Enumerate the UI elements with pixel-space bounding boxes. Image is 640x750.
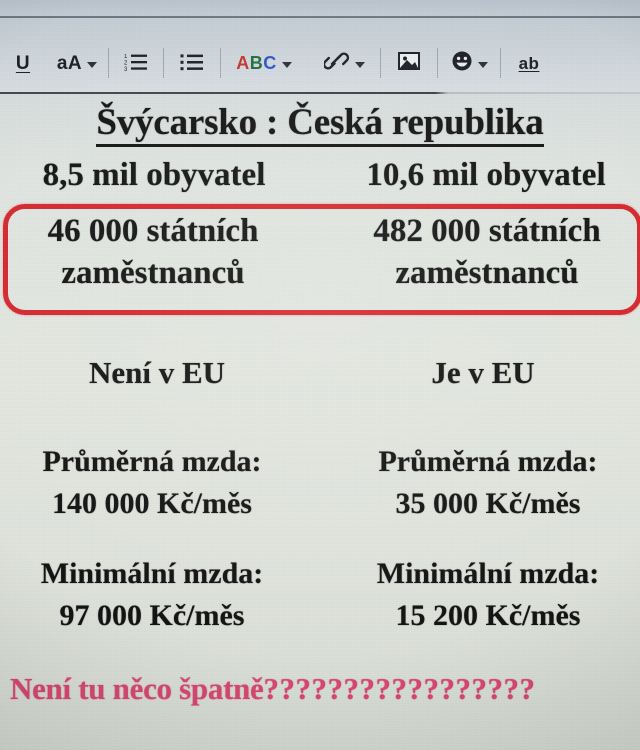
row-minimum-wage: Minimální mzda: 97 000 Kč/měs Minimální … bbox=[0, 553, 640, 637]
editor-toolbar: U aA 1 2 3 bbox=[0, 40, 640, 86]
row-average-wage: Průměrná mzda: 140 000 Kč/měs Průměrná m… bbox=[0, 441, 640, 525]
punchline-question-marks: ????????????????? bbox=[263, 671, 536, 706]
state-employees-right: 482 000 státních zaměstnanců bbox=[312, 210, 640, 294]
toolbar-separator bbox=[163, 48, 164, 78]
screen-top-band bbox=[0, 0, 640, 93]
state-employees-left-line2: zaměstnanců bbox=[61, 255, 245, 292]
average-wage-right-label: Průměrná mzda: bbox=[378, 445, 598, 478]
strikethrough-icon: ab bbox=[518, 53, 540, 73]
link-icon bbox=[322, 50, 350, 77]
row-population: 8,5 mil obyvatel 10,6 mil obyvatel bbox=[0, 157, 640, 194]
state-employees-right-line1: 482 000 státních bbox=[373, 213, 601, 249]
average-wage-left-value: 140 000 Kč/měs bbox=[52, 487, 252, 520]
page-title: Švýcarsko : Česká republika bbox=[0, 101, 640, 147]
insert-image-button[interactable] bbox=[381, 45, 437, 81]
toolbar-separator bbox=[220, 48, 221, 78]
state-employees-left: 46 000 státních zaměstnanců bbox=[0, 210, 312, 294]
state-employees-left-line1: 46 000 státních bbox=[47, 213, 259, 249]
punchline-question: Není tu něco špatně bbox=[10, 671, 264, 706]
minimum-wage-right: Minimální mzda: 15 200 Kč/měs bbox=[310, 553, 640, 637]
strikethrough-button[interactable]: ab bbox=[501, 45, 557, 81]
chevron-down-icon bbox=[281, 61, 292, 68]
population-left: 8,5 mil obyvatel bbox=[42, 157, 266, 193]
toolbar-separator bbox=[500, 48, 501, 78]
page-title-text: Švýcarsko : Česká republika bbox=[96, 102, 544, 147]
eu-membership-right: Je v EU bbox=[431, 355, 535, 390]
chevron-down-icon bbox=[87, 61, 98, 68]
row-state-employees: 46 000 státních zaměstnanců 482 000 stát… bbox=[0, 210, 640, 294]
emoji-button[interactable] bbox=[438, 45, 500, 81]
document-body: Švýcarsko : Česká republika 8,5 mil obyv… bbox=[0, 93, 640, 750]
emoji-icon bbox=[451, 50, 473, 77]
bulleted-list-icon bbox=[180, 51, 204, 76]
document-background bbox=[0, 93, 640, 750]
average-wage-right: Průměrná mzda: 35 000 Kč/měs bbox=[310, 441, 640, 525]
minimum-wage-left: Minimální mzda: 97 000 Kč/měs bbox=[0, 553, 310, 637]
svg-text:3: 3 bbox=[124, 67, 128, 71]
minimum-wage-right-value: 15 200 Kč/měs bbox=[395, 599, 581, 632]
screen-scanline bbox=[0, 16, 640, 18]
minimum-wage-left-value: 97 000 Kč/měs bbox=[59, 599, 245, 632]
row-eu-membership: Není v EU Je v EU bbox=[0, 355, 640, 391]
underline-button[interactable]: U bbox=[0, 45, 46, 81]
image-icon bbox=[397, 50, 421, 77]
toolbar-separator bbox=[108, 48, 109, 78]
state-employees-right-line2: zaměstnanců bbox=[395, 255, 579, 292]
punchline-text: Není tu něco špatně????????????????? bbox=[10, 671, 640, 707]
minimum-wage-right-label: Minimální mzda: bbox=[376, 557, 600, 590]
ordered-list-icon: 1 2 3 bbox=[124, 51, 148, 76]
chevron-down-icon bbox=[477, 61, 488, 68]
font-size-button[interactable]: aA bbox=[46, 45, 108, 81]
font-size-icon: aA bbox=[56, 52, 83, 74]
average-wage-right-value: 35 000 Kč/měs bbox=[395, 487, 581, 520]
svg-text:1: 1 bbox=[124, 54, 128, 60]
underline-icon: U bbox=[15, 52, 31, 74]
svg-text:2: 2 bbox=[124, 60, 128, 66]
population-right: 10,6 mil obyvatel bbox=[366, 157, 606, 193]
insert-link-button[interactable] bbox=[308, 45, 380, 81]
toolbar-bottom-divider bbox=[0, 92, 640, 94]
chevron-down-icon bbox=[354, 61, 365, 68]
toolbar-separator bbox=[380, 48, 381, 78]
eu-membership-left: Není v EU bbox=[88, 355, 226, 390]
average-wage-left: Průměrná mzda: 140 000 Kč/měs bbox=[0, 441, 310, 525]
ordered-list-button[interactable]: 1 2 3 bbox=[109, 45, 163, 81]
minimum-wage-left-label: Minimální mzda: bbox=[40, 557, 264, 590]
bulleted-list-button[interactable] bbox=[164, 45, 220, 81]
toolbar-separator bbox=[437, 48, 438, 78]
spellcheck-button[interactable]: ABC bbox=[221, 45, 307, 81]
average-wage-left-label: Průměrná mzda: bbox=[42, 445, 262, 478]
spellcheck-icon: ABC bbox=[236, 52, 277, 73]
